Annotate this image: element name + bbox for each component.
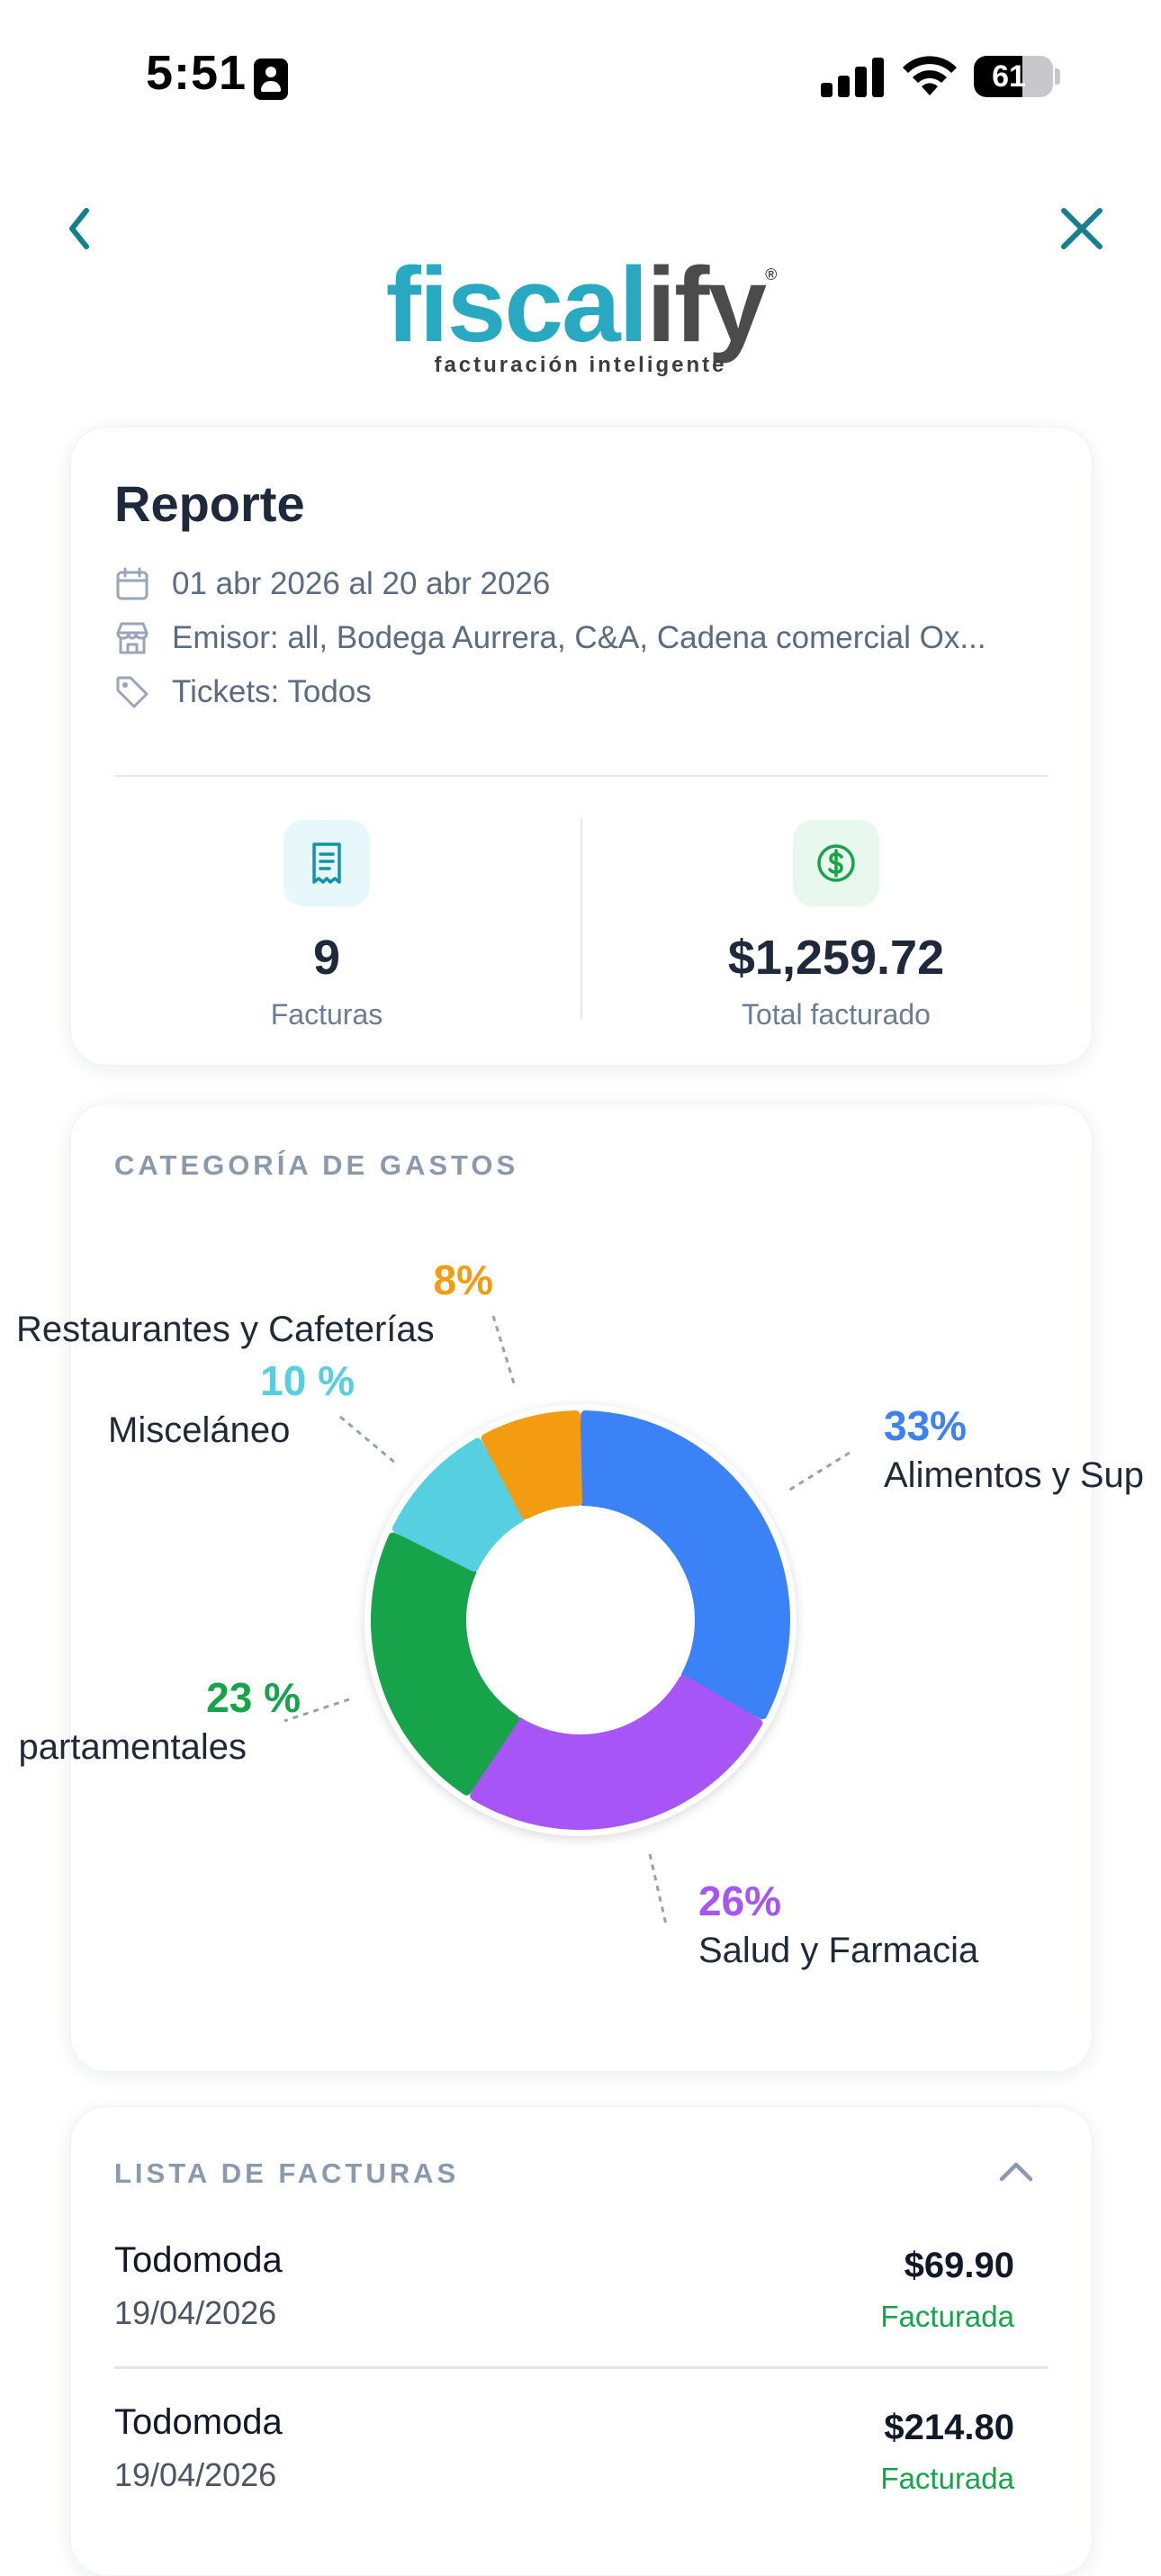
- store-icon: [116, 622, 148, 654]
- calendar-icon: [116, 567, 148, 600]
- emisor-row: Emisor: all, Bodega Aurrera, C&A, Cadena…: [114, 618, 986, 658]
- chevron-left-icon: [69, 208, 89, 249]
- invoice-name: Todomoda: [114, 2240, 283, 2280]
- tickets-text: Tickets: Todos: [172, 674, 372, 709]
- categories-title: CATEGORÍA DE GASTOS: [114, 1149, 519, 1181]
- battery-icon: 61: [974, 56, 1053, 97]
- contact-card-icon: [254, 59, 288, 100]
- logo-part-2: ify: [646, 246, 767, 365]
- invoice-status: Facturada: [880, 2300, 1014, 2333]
- categories-card: CATEGORÍA DE GASTOS: [70, 1103, 1093, 2072]
- stat-facturas: 9 Facturas: [93, 820, 561, 1031]
- invoice-row[interactable]: Todomoda 19/04/2026 $69.90 Facturada: [114, 2240, 1048, 2393]
- facturas-label: Facturas: [270, 998, 383, 1031]
- row-divider: [114, 2366, 1048, 2369]
- invoice-amount: $69.90: [904, 2246, 1014, 2285]
- invoice-amount: $214.80: [884, 2408, 1014, 2447]
- date-range-row: 01 abr 2026 al 20 abr 2026: [114, 564, 550, 604]
- invoice-status: Facturada: [880, 2462, 1014, 2495]
- status-time: 5:51: [146, 46, 248, 100]
- invoice-date: 19/04/2026: [114, 2456, 277, 2493]
- emisor-text: Emisor: all, Bodega Aurrera, C&A, Cadena…: [172, 620, 986, 655]
- logo-tagline: facturación inteligente: [434, 353, 727, 377]
- back-button[interactable]: [47, 196, 112, 261]
- logo-registered: ®: [765, 266, 777, 284]
- invoice-list-title: LISTA DE FACTURAS: [114, 2157, 460, 2189]
- dollar-icon: [793, 820, 879, 906]
- stat-total: $1,259.72 Total facturado: [602, 820, 1070, 1031]
- receipt-icon: [284, 820, 370, 906]
- battery-tip: [1055, 68, 1060, 85]
- tickets-row: Tickets: Todos: [114, 672, 372, 712]
- total-facturado-value: $1,259.72: [727, 931, 945, 985]
- date-range: 01 abr 2026 al 20 abr 2026: [172, 566, 551, 601]
- collapse-button[interactable]: [996, 2157, 1043, 2193]
- invoice-list-card: LISTA DE FACTURAS Todomoda 19/04/2026 $6…: [70, 2106, 1093, 2576]
- report-title: Reporte: [114, 475, 305, 532]
- invoice-row[interactable]: Todomoda 19/04/2026 $214.80 Facturada: [114, 2402, 1048, 2555]
- invoice-date: 19/04/2026: [114, 2294, 277, 2331]
- facturas-count: 9: [312, 931, 341, 985]
- chevron-up-icon: [999, 2162, 1033, 2182]
- stats-divider: [580, 818, 582, 1020]
- report-card: Reporte 01 abr 2026 al 20 abr 2026 Emiso…: [70, 427, 1093, 1066]
- invoice-name: Todomoda: [114, 2402, 283, 2442]
- close-icon: [1061, 208, 1102, 249]
- status-bar: 5:51 61: [0, 0, 1161, 153]
- logo-part-1: fiscal: [385, 246, 649, 365]
- wifi-icon: [903, 56, 957, 95]
- cellular-signal-icon: [821, 56, 884, 97]
- total-facturado-label: Total facturado: [742, 998, 931, 1031]
- report-divider: [114, 775, 1048, 777]
- tag-icon: [116, 676, 148, 708]
- fiscalify-logo: fiscalify® facturación inteligente: [0, 252, 1161, 377]
- close-button[interactable]: [1049, 196, 1114, 261]
- battery-percent: 61: [992, 59, 1026, 94]
